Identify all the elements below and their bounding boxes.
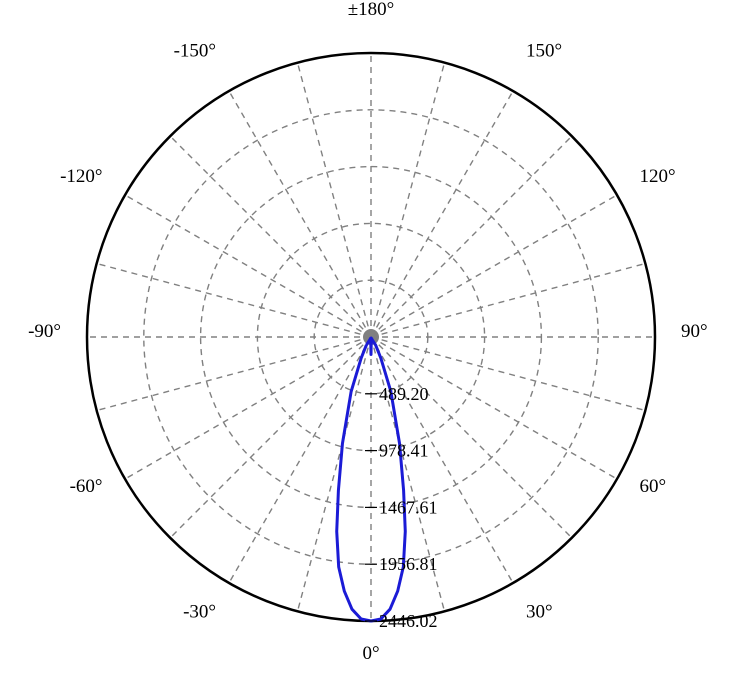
angle-label: 90° xyxy=(681,321,708,342)
angle-label: 0° xyxy=(362,643,379,664)
angle-label: 30° xyxy=(526,601,553,622)
angle-label: 120° xyxy=(639,166,675,187)
radial-label: 1467.61 xyxy=(379,497,438,517)
angle-label: -120° xyxy=(60,166,102,187)
angle-label: 60° xyxy=(639,476,666,497)
angle-label: -150° xyxy=(174,41,216,62)
radial-label: 489.20 xyxy=(379,384,429,404)
radial-label: 2446.02 xyxy=(379,611,438,631)
radial-label: 978.41 xyxy=(379,441,429,461)
angle-label: 150° xyxy=(526,41,562,62)
radial-label: 1956.81 xyxy=(379,554,438,574)
angle-label: -60° xyxy=(70,476,103,497)
angle-label: ±180° xyxy=(348,0,395,20)
angle-label: -30° xyxy=(183,601,216,622)
angle-label: -90° xyxy=(28,321,61,342)
